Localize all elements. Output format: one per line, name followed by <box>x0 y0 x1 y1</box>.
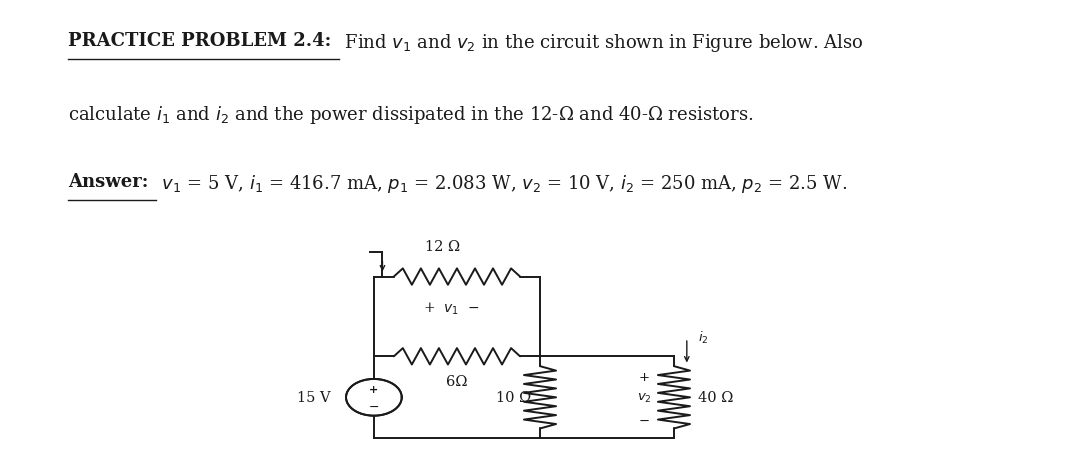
Text: $i_2$: $i_2$ <box>698 329 708 345</box>
Text: −: − <box>638 414 649 427</box>
Text: 6Ω: 6Ω <box>446 375 468 388</box>
Text: 40 Ω: 40 Ω <box>698 390 733 405</box>
Text: −: − <box>368 400 379 413</box>
Text: 15 V: 15 V <box>297 390 332 405</box>
Text: calculate $i_1$ and $i_2$ and the power dissipated in the 12-Ω and 40-Ω resistor: calculate $i_1$ and $i_2$ and the power … <box>68 104 754 126</box>
Text: +  $v_1$  −: + $v_1$ − <box>423 300 480 316</box>
Text: PRACTICE PROBLEM 2.4:: PRACTICE PROBLEM 2.4: <box>68 31 332 50</box>
Ellipse shape <box>346 379 402 416</box>
Text: Answer:: Answer: <box>68 172 149 190</box>
Text: Find $v_1$ and $v_2$ in the circuit shown in Figure below. Also: Find $v_1$ and $v_2$ in the circuit show… <box>338 31 863 53</box>
Text: +: + <box>369 384 378 394</box>
Text: +: + <box>638 370 649 383</box>
Text: $v_1$ = 5 V, $i_1$ = 416.7 mA, $p_1$ = 2.083 W, $v_2$ = 10 V, $i_2$ = 250 mA, $p: $v_1$ = 5 V, $i_1$ = 416.7 mA, $p_1$ = 2… <box>157 172 848 194</box>
Text: 12 Ω: 12 Ω <box>426 239 460 253</box>
Text: 10 Ω: 10 Ω <box>496 390 531 405</box>
Text: $v_2$: $v_2$ <box>636 391 651 404</box>
